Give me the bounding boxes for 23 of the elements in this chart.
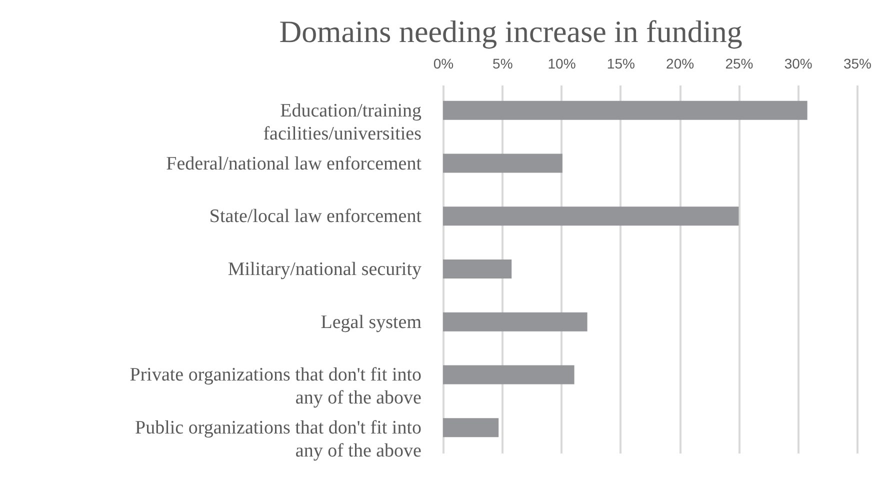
x-tick-label: 15% (606, 56, 635, 72)
y-tick-label: State/local law enforcement (209, 206, 422, 228)
bar (443, 206, 739, 226)
y-tick-label: Legal system (320, 312, 422, 333)
y-tick-label: Education/training facilities/universities (263, 100, 422, 144)
x-tick-label: 20% (666, 56, 694, 72)
y-tick-label: Public organizations that don't fit into any of the above (135, 418, 422, 462)
bar (443, 365, 574, 384)
x-tick-label: 25% (725, 56, 754, 72)
x-tick-label: 0% (433, 56, 454, 72)
bar (443, 259, 512, 279)
bar (443, 418, 499, 438)
chart-title: Domains needing increase in funding (279, 14, 742, 49)
x-tick-label: 30% (784, 56, 812, 72)
x-tick-label: 5% (492, 56, 513, 72)
y-tick-label: Military/national security (228, 259, 422, 280)
y-tick-label: Private organizations that don't fit into any of the above (130, 364, 422, 409)
bar (443, 154, 562, 173)
bar (443, 100, 808, 120)
y-tick-label: Federal/national law enforcement (166, 153, 422, 174)
x-tick-label: 35% (843, 56, 872, 72)
bar (443, 312, 588, 332)
x-tick-label: 10% (548, 56, 576, 72)
